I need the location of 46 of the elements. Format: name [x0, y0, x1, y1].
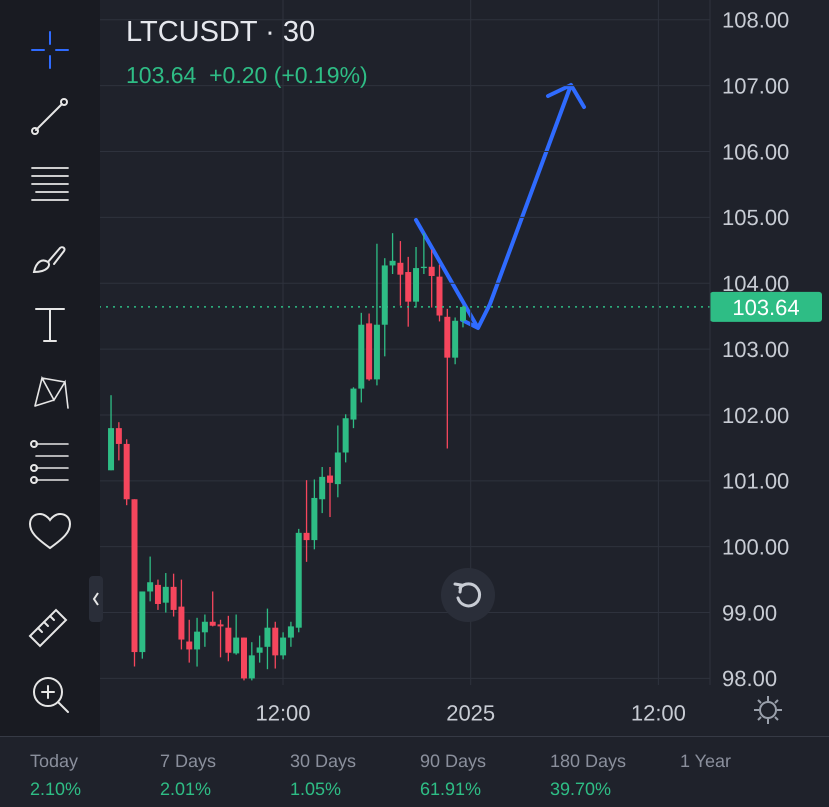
candlestick [116, 422, 122, 462]
candlestick [248, 642, 255, 682]
candlestick [186, 619, 192, 664]
text: 61.91% [420, 779, 482, 800]
candlestick [233, 614, 240, 656]
text: 90 Days [420, 751, 486, 772]
y-tick-label: 99.00 [722, 600, 778, 626]
y-tick-label: 106.00 [722, 139, 790, 164]
text: 30 Days [290, 751, 356, 772]
candlestick [202, 614, 208, 648]
text: 180 Days [550, 751, 626, 772]
text: 2.01% [160, 779, 212, 800]
candlestick [327, 466, 334, 518]
candlestick [194, 617, 200, 668]
candlestick [264, 608, 270, 670]
text: LTCUSDT · 30 [126, 16, 316, 49]
y-tick-label: 101.00 [722, 468, 790, 494]
candlestick [304, 480, 310, 562]
candlestick [280, 632, 286, 660]
candlestick [147, 556, 154, 602]
y-tick-label: 98.00 [722, 666, 778, 692]
text: Today [30, 751, 78, 772]
text: 39.70% [550, 779, 612, 800]
text: 7 Days [160, 751, 216, 772]
text: 103.64 +0.20 (+0.19%) [126, 62, 368, 89]
x-tick-label: 12:00 [630, 700, 686, 726]
y-tick-label: 104.00 [722, 271, 790, 296]
y-tick-label: 108.00 [722, 8, 790, 33]
y-tick-label: 103.00 [722, 336, 790, 362]
candlestick [256, 634, 263, 664]
candlestick [154, 578, 161, 611]
candlestick [162, 572, 169, 614]
candlestick [170, 573, 177, 618]
x-tick-label: 12:00 [255, 700, 311, 726]
y-tick-label: 102.00 [722, 402, 790, 428]
text: 2.10% [30, 779, 82, 800]
y-tick-label: 107.00 [722, 73, 790, 98]
candlestick [218, 619, 224, 658]
y-tick-label: 105.00 [722, 205, 790, 230]
ref-line-label: 103.64 [732, 294, 800, 320]
y-tick-label: 100.00 [722, 534, 790, 560]
x-tick-label: 2025 [446, 700, 496, 726]
candlestick [390, 232, 396, 275]
text: 1.05% [290, 779, 342, 800]
text: 1 Year [680, 751, 732, 772]
candlestick [428, 248, 435, 308]
